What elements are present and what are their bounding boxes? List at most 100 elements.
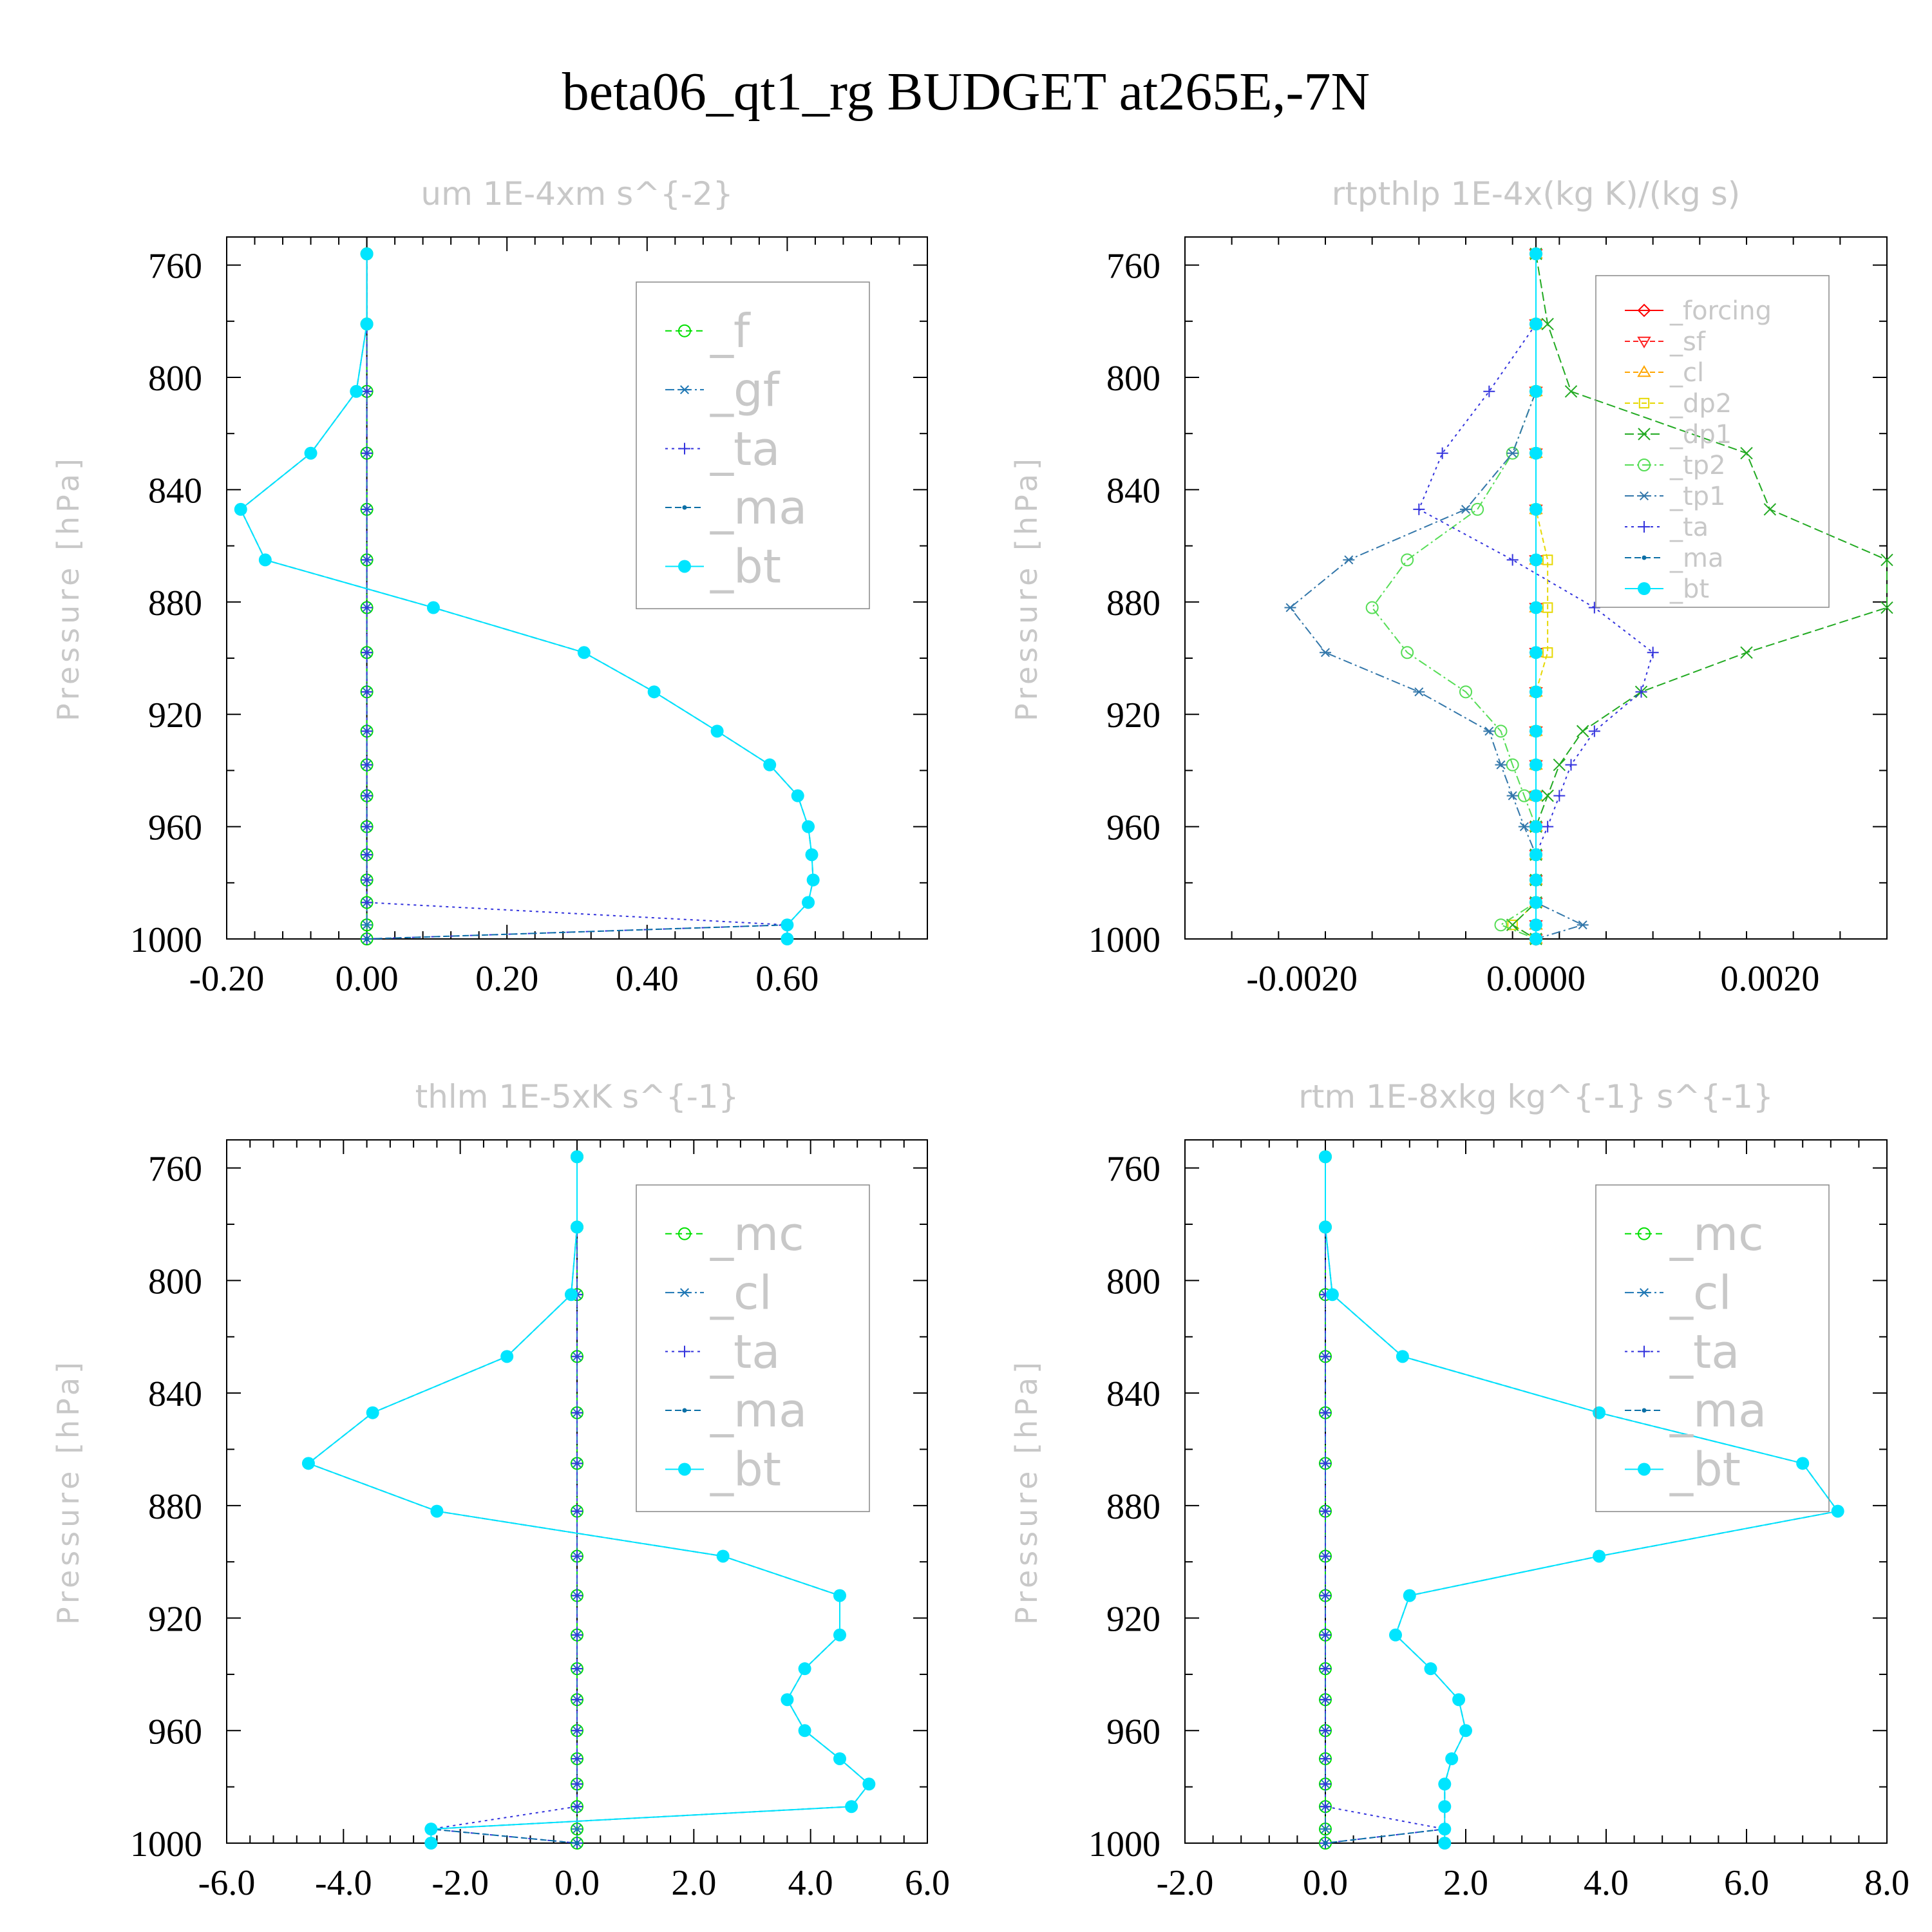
legend-marker xyxy=(682,505,687,510)
y-tick-label: 920 xyxy=(148,696,202,735)
legend-marker xyxy=(1638,491,1650,501)
data-point xyxy=(1553,758,1566,772)
data-point xyxy=(361,601,373,614)
data-point xyxy=(1506,758,1519,772)
data-point xyxy=(361,920,373,930)
legend-marker xyxy=(1638,428,1651,440)
legend-label: _ma xyxy=(710,1383,807,1437)
series-line xyxy=(1289,254,1585,940)
data-point xyxy=(1320,1725,1331,1737)
plot-frame xyxy=(1184,1139,1888,1844)
legend-label: _cl xyxy=(710,1265,772,1320)
panels: um 1E-4xm s^{-2} Pressure [hPa] 760 800 840 8… xyxy=(51,175,1909,1903)
panel-title: rtm 1E-8xkg kg^{-1} s^{-1} xyxy=(1298,1078,1774,1115)
data-point xyxy=(845,1800,858,1814)
data-point xyxy=(1880,553,1893,567)
legend-label: _cl xyxy=(1669,358,1704,388)
data-point xyxy=(802,820,815,833)
legend-marker xyxy=(1642,555,1647,560)
y-tick-label: 800 xyxy=(1106,359,1160,399)
y-tick-label: 920 xyxy=(148,1600,202,1640)
y-tick-label: 760 xyxy=(148,247,202,287)
data-point xyxy=(1530,384,1542,398)
legend-marker xyxy=(1638,1227,1651,1240)
data-point xyxy=(1320,648,1331,658)
data-point xyxy=(1577,920,1589,930)
data-point xyxy=(1494,724,1508,738)
data-point xyxy=(571,1824,583,1834)
legend-marker xyxy=(679,442,690,455)
data-point xyxy=(1542,554,1553,565)
data-point xyxy=(1424,1662,1437,1676)
data-point xyxy=(361,447,373,459)
data-point xyxy=(1471,502,1484,516)
data-point xyxy=(1438,1777,1452,1791)
data-point xyxy=(833,1628,846,1642)
data-point xyxy=(1542,647,1553,658)
legend-marker xyxy=(678,1463,691,1476)
y-tick-label: 1000 xyxy=(130,1824,202,1864)
data-point xyxy=(1320,1406,1331,1419)
data-point xyxy=(1530,873,1542,887)
data-point xyxy=(1436,447,1448,459)
y-tick-label: 880 xyxy=(1106,583,1160,623)
data-point xyxy=(1530,848,1542,862)
legend-marker xyxy=(1638,1288,1650,1298)
data-point xyxy=(1588,725,1600,737)
data-point xyxy=(301,1457,315,1470)
data-point xyxy=(1445,1752,1459,1765)
series-bt xyxy=(301,1150,876,1850)
y-tick-label: 960 xyxy=(148,1712,202,1752)
y-tick-label: 880 xyxy=(1106,1487,1160,1527)
data-point xyxy=(1343,555,1355,565)
x-tick-label: 0.60 xyxy=(755,959,819,999)
data-point xyxy=(1506,554,1519,566)
y-axis-label: Pressure [hPa] xyxy=(51,455,86,721)
data-point xyxy=(1542,820,1554,833)
data-point xyxy=(1413,687,1425,697)
data-point xyxy=(1403,1589,1416,1602)
y-tick-label: 840 xyxy=(148,1374,202,1414)
data-point xyxy=(571,1350,583,1363)
legend-label: _mc xyxy=(710,1207,804,1261)
y-tick-label: 960 xyxy=(148,808,202,848)
data-point xyxy=(1530,601,1542,614)
y-axis-label: Pressure [hPa] xyxy=(51,1358,86,1625)
x-tick-label: 0.0 xyxy=(1303,1863,1348,1903)
data-point xyxy=(571,1589,583,1602)
legend-marker xyxy=(679,1345,690,1358)
y-tick-label: 760 xyxy=(148,1150,202,1189)
legend-label: _ma xyxy=(1669,1383,1766,1437)
legend: _mc_cl_ta_ma _bt xyxy=(636,1184,870,1512)
x-tick-label: -0.0020 xyxy=(1246,959,1358,999)
data-point xyxy=(571,1220,583,1234)
series-line xyxy=(431,1157,578,1844)
y-tick-label: 840 xyxy=(1106,471,1160,511)
data-point xyxy=(1530,247,1542,261)
data-point xyxy=(1506,448,1519,458)
series-dp2 xyxy=(1507,248,1553,945)
data-point xyxy=(1452,1693,1466,1707)
data-point xyxy=(1530,896,1542,909)
data-point xyxy=(304,446,317,460)
data-point xyxy=(1483,385,1495,397)
data-point xyxy=(1647,647,1659,659)
data-point xyxy=(360,317,374,331)
y-tick-label: 800 xyxy=(148,1262,202,1302)
data-point xyxy=(781,918,794,932)
legend-marker xyxy=(1642,1408,1647,1413)
x-tick-label: 0.0000 xyxy=(1486,959,1586,999)
legend-label: _ta xyxy=(1669,1325,1739,1379)
data-point xyxy=(763,758,777,772)
data-point xyxy=(781,933,794,945)
data-point xyxy=(571,1406,583,1419)
legend-label: _bt xyxy=(1669,574,1709,604)
data-point xyxy=(361,647,373,659)
legend-label: _ma xyxy=(710,480,807,535)
x-tick-label: 4.0 xyxy=(788,1863,833,1903)
data-point xyxy=(1740,646,1753,659)
data-point xyxy=(1763,503,1777,516)
y-tick-label: 840 xyxy=(148,471,202,511)
data-point xyxy=(361,759,373,771)
y-tick-label: 880 xyxy=(148,583,202,623)
